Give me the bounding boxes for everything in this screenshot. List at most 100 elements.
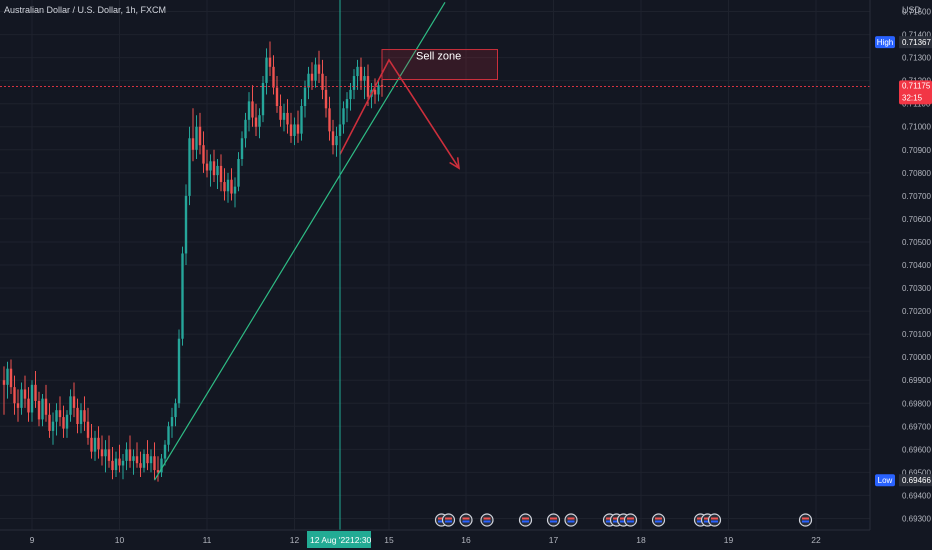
candle-body (184, 195, 188, 254)
high-value-box (899, 36, 932, 49)
candle-body (146, 453, 149, 464)
candle-body (202, 145, 205, 164)
time-tick-label: 9 (30, 535, 35, 545)
candle-body (272, 66, 275, 88)
time-tick-label: 10 (115, 535, 125, 545)
candle-body (363, 76, 366, 81)
candle-body (23, 389, 27, 399)
price-tick-label: 0.69600 (902, 445, 931, 454)
candle-body (51, 421, 55, 431)
candle-body (167, 426, 170, 445)
price-tick-label: 0.69500 (902, 468, 931, 477)
candle-body (282, 112, 286, 120)
candle-body (135, 456, 139, 464)
candle-body (2, 380, 6, 385)
candle-body (195, 126, 198, 150)
trendline[interactable] (153, 1, 446, 481)
price-tick-label: 0.69300 (902, 514, 931, 523)
candle-body (219, 165, 223, 183)
flag-icon[interactable] (798, 513, 813, 527)
candle-body (258, 115, 261, 127)
candle-body (48, 414, 51, 431)
candle-body (44, 398, 48, 415)
candle-body (16, 403, 20, 408)
crosshair-time: 12:30 (350, 535, 372, 545)
flag-stripe (483, 520, 491, 523)
low-tag-label: Low (878, 476, 893, 485)
time-tick-label: 15 (384, 535, 394, 545)
flag-icon[interactable] (518, 513, 533, 527)
flag-stripe (655, 517, 662, 520)
high-tag-label: High (877, 38, 893, 47)
flag-stripe (567, 517, 575, 520)
candle-body (27, 398, 30, 413)
price-tick-label: 0.70400 (902, 261, 931, 270)
flag-icon[interactable] (623, 513, 638, 527)
flag-ring (546, 513, 561, 527)
flag-icon[interactable] (651, 513, 666, 527)
flag-ring (441, 513, 456, 527)
event-flags[interactable] (434, 513, 813, 527)
candle-body (160, 458, 163, 473)
price-tick-label: 0.69800 (902, 399, 931, 408)
candle-body (296, 124, 300, 134)
sell-zone-rect[interactable] (381, 49, 498, 81)
flag-icon[interactable] (707, 513, 722, 527)
high-tag (875, 36, 895, 49)
candle-body (125, 449, 128, 461)
price-tick-label: 0.70900 (902, 146, 931, 155)
flag-icon[interactable] (480, 513, 494, 527)
candle-body (139, 463, 142, 468)
price-tick-label: 0.71000 (902, 123, 931, 132)
candle-body (254, 117, 258, 127)
candle-body (153, 456, 156, 471)
time-tick-label: 22 (811, 535, 821, 545)
candle-body (251, 101, 254, 118)
candle-body (6, 368, 9, 385)
candle-body (198, 126, 202, 146)
candle-body (128, 449, 132, 461)
candle-body (286, 112, 289, 125)
drawings[interactable]: Sell zone (153, 1, 498, 481)
flag-ring (798, 513, 813, 527)
candle-body (149, 456, 153, 464)
time-axis[interactable] (0, 530, 870, 550)
high-marker: High 0.71367 (875, 36, 932, 49)
candle-body (261, 82, 265, 116)
flag-stripe (445, 517, 452, 520)
candle-body (205, 163, 209, 171)
candle-body (132, 456, 135, 461)
candle-body (349, 89, 352, 100)
flag-stripe (522, 517, 529, 520)
flag-icon[interactable] (441, 513, 456, 527)
price-tick-label: 0.70500 (902, 238, 931, 247)
candle-body (9, 368, 13, 388)
sell-arrow-head (449, 157, 460, 170)
candles (2, 41, 384, 482)
candle-body (268, 57, 272, 67)
flag-stripe (620, 520, 627, 523)
price-tick-label: 0.70700 (902, 192, 931, 201)
candle-body (335, 135, 338, 146)
crosshair-time-label: 12 Aug '22 12:30 (307, 531, 372, 548)
flag-ring (707, 513, 722, 527)
candle-body (321, 73, 324, 90)
candle-body (41, 398, 44, 420)
flag-icon[interactable] (546, 513, 561, 527)
flag-stripe (438, 520, 445, 523)
candle-body (90, 437, 93, 452)
flag-stripe (567, 520, 575, 523)
candle-body (237, 159, 240, 187)
low-value-box (899, 474, 932, 487)
sell-arrow[interactable] (339, 58, 460, 169)
chart-title: Australian Dollar / U.S. Dollar, 1h, FXC… (4, 5, 167, 15)
flag-icon[interactable] (564, 513, 578, 527)
candle-body (76, 407, 79, 424)
time-tick-label: 16 (461, 535, 471, 545)
flag-icon[interactable] (459, 513, 473, 527)
flag-stripe (697, 520, 704, 523)
crosshair-date: 12 Aug '22 (310, 535, 350, 545)
candle-body (83, 410, 86, 422)
flag-stripe (445, 520, 452, 523)
